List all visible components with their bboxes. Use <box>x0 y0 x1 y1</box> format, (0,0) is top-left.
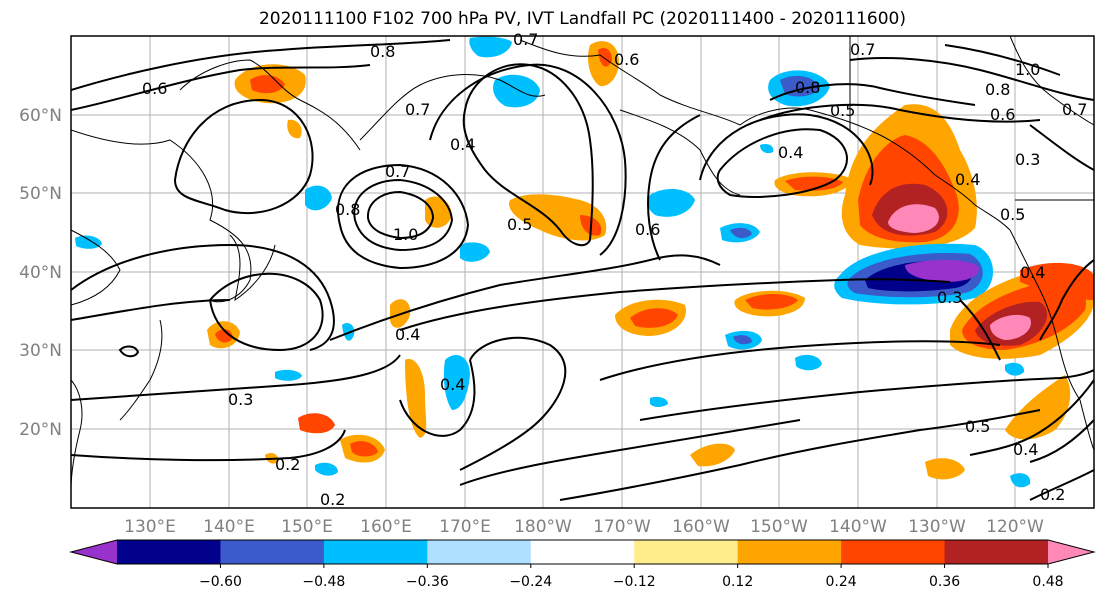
contour-label: 0.3 <box>937 288 962 307</box>
colorbar-segment <box>944 540 1049 564</box>
colorbar: −0.60 −0.48 −0.36 −0.24 −0.12 0.12 0.24 0.36 0.4… <box>69 539 1096 590</box>
contour-label: 0.6 <box>635 220 660 239</box>
contour-label: 0.8 <box>335 200 360 219</box>
colorbar-tick-label: 0.24 <box>826 574 857 590</box>
contour-label: 0.5 <box>507 215 532 234</box>
colorbar-tick-label: 0.12 <box>722 574 753 590</box>
lon-label: 160°E <box>360 517 412 537</box>
contour-label: 0.5 <box>830 101 855 120</box>
contour-label: 0.5 <box>965 417 990 436</box>
lon-label: 170°E <box>439 517 491 537</box>
colorbar-segment <box>427 540 532 564</box>
coastlines <box>71 36 1094 491</box>
lon-label: 180°W <box>514 517 572 537</box>
lat-label: 50°N <box>19 184 62 204</box>
contour-label: 0.3 <box>228 390 253 409</box>
contour-label: 1.0 <box>393 225 418 244</box>
colorbar-tick-label: −0.12 <box>613 574 656 590</box>
lon-label: 150°E <box>281 517 333 537</box>
contour-label: 0.7 <box>513 30 538 49</box>
contour-label: 0.7 <box>850 40 875 59</box>
contour-label: 0.6 <box>990 105 1015 124</box>
lat-label: 60°N <box>19 106 62 126</box>
contour-label: 0.3 <box>1015 150 1040 169</box>
latitude-labels: 60°N 50°N 40°N 30°N 20°N <box>19 106 62 440</box>
colorbar-outline <box>69 539 1096 565</box>
contour-labels: 0.8 0.6 0.7 0.7 0.4 0.7 0.8 1.0 0.5 0.6 … <box>142 30 1087 509</box>
contour-label: 0.4 <box>395 325 420 344</box>
lon-label: 150°W <box>750 517 808 537</box>
pv-contours <box>71 39 1094 501</box>
contour-label: 0.8 <box>370 42 395 61</box>
contour-label: 0.7 <box>385 162 410 181</box>
colorbar-segment <box>1048 540 1094 564</box>
lon-label: 120°W <box>986 517 1044 537</box>
chart-title: 2020111100 F102 700 hPa PV, IVT Landfall… <box>258 9 906 29</box>
contour-label: 0.4 <box>1013 440 1038 459</box>
colorbar-tick-label: −0.36 <box>406 574 449 590</box>
contour-label: 0.4 <box>778 143 803 162</box>
colorbar-segment <box>220 540 325 564</box>
contour-label: 0.2 <box>320 490 345 509</box>
contour-label: 0.7 <box>1062 100 1087 119</box>
colorbar-tick-label: −0.60 <box>199 574 242 590</box>
contour-label: 0.4 <box>440 375 465 394</box>
colorbar-segment <box>841 540 946 564</box>
contour-label: 0.6 <box>142 79 167 98</box>
lon-label: 140°W <box>829 517 887 537</box>
colorbar-segment <box>323 540 428 564</box>
lon-label: 130°W <box>908 517 966 537</box>
contour-label: 0.4 <box>1020 263 1045 282</box>
colorbar-segment <box>117 540 221 564</box>
contour-label: 0.2 <box>275 455 300 474</box>
lat-label: 40°N <box>19 263 62 283</box>
contour-label: 0.4 <box>450 135 475 154</box>
lat-label: 20°N <box>19 420 62 440</box>
map-border <box>70 35 1095 509</box>
lon-label: 130°E <box>124 517 176 537</box>
lon-label: 140°E <box>203 517 255 537</box>
contour-label: 0.2 <box>1040 485 1065 504</box>
colorbar-segment <box>634 540 739 564</box>
colorbar-segment <box>737 540 842 564</box>
contour-label: 1.0 <box>1015 60 1040 79</box>
contour-label: 0.6 <box>614 50 639 69</box>
lon-label: 170°W <box>593 517 651 537</box>
colorbar-segment <box>71 540 117 564</box>
colorbar-segment <box>530 540 635 564</box>
contour-label: 0.5 <box>1000 205 1025 224</box>
contour-label: 0.8 <box>985 80 1010 99</box>
contour-label: 0.7 <box>405 100 430 119</box>
contour-label: 0.8 <box>795 78 820 97</box>
lat-label: 30°N <box>19 341 62 361</box>
colorbar-tick-label: −0.48 <box>302 574 345 590</box>
colorbar-tick-label: −0.24 <box>509 574 552 590</box>
lon-label: 160°W <box>672 517 730 537</box>
colorbar-tick-label: 0.48 <box>1032 574 1063 590</box>
longitude-labels: 130°E 140°E 150°E 160°E 170°E 180°W 170°… <box>124 517 1044 537</box>
colorbar-tick-label: 0.36 <box>929 574 960 590</box>
contour-label: 0.4 <box>955 170 980 189</box>
